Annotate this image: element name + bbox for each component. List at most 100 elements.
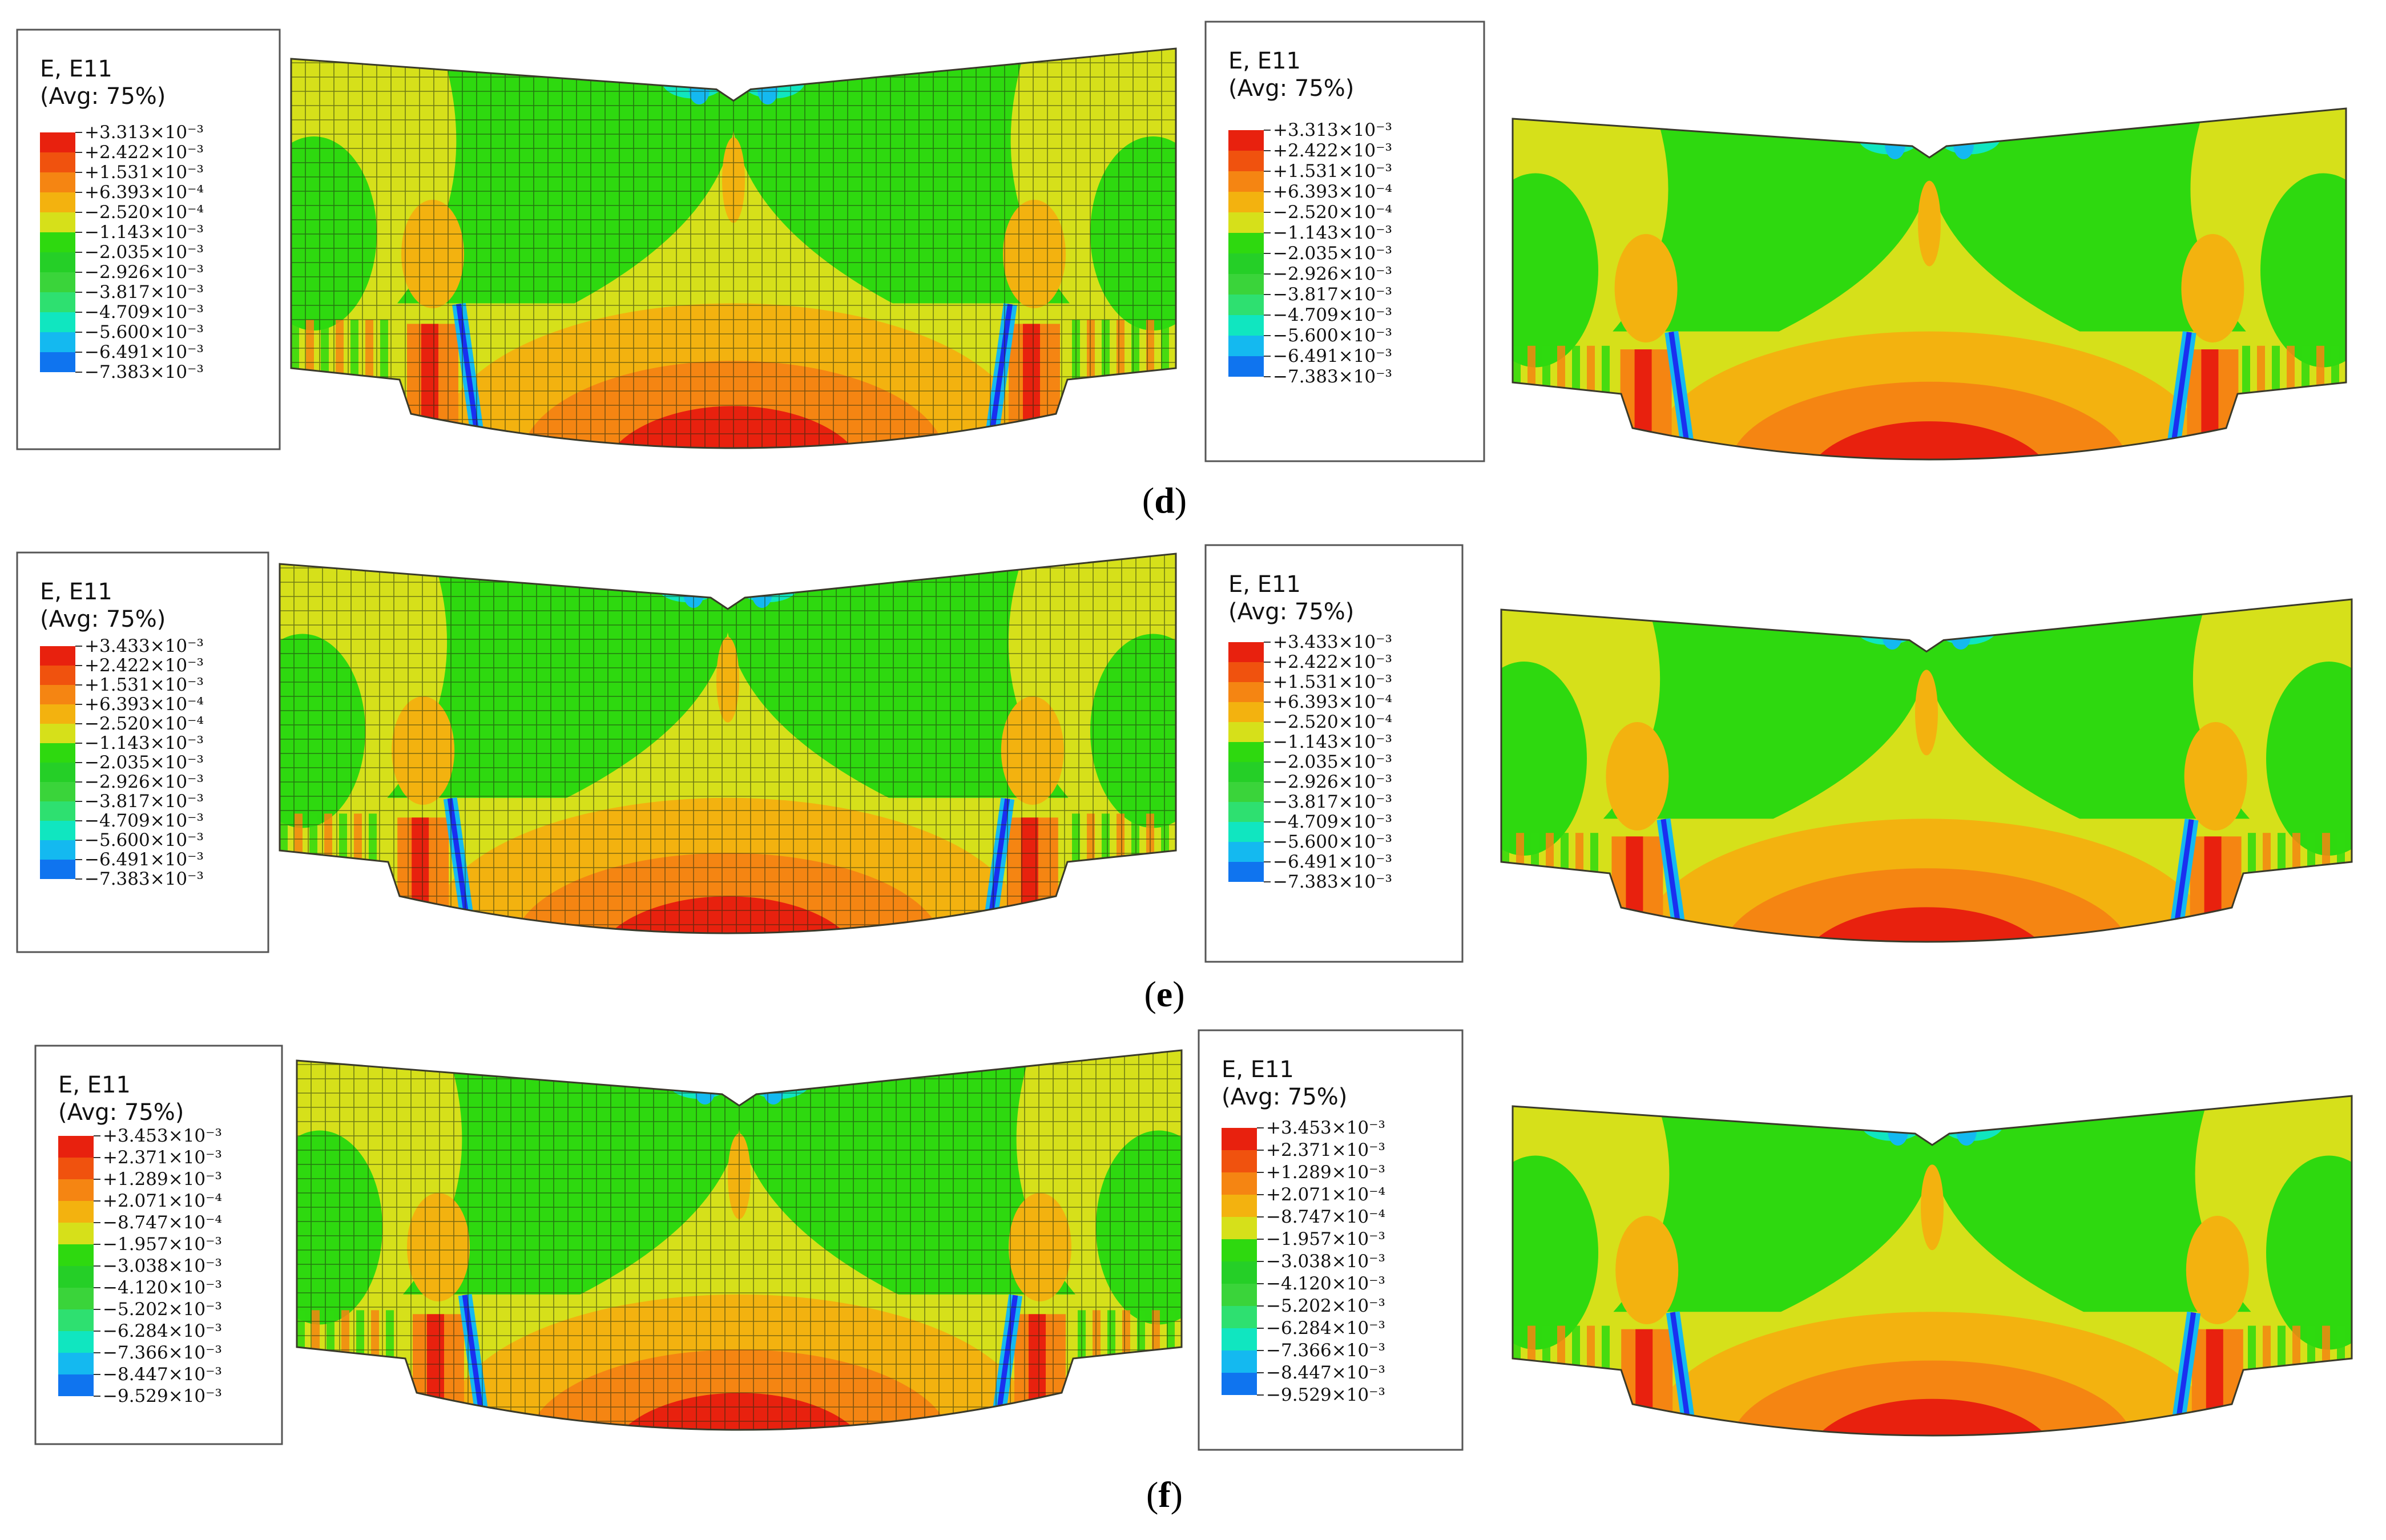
legend-swatch xyxy=(40,152,75,172)
legend-title: E, E11 xyxy=(40,579,112,605)
legend-swatch xyxy=(1228,742,1264,762)
legend-swatch xyxy=(58,1331,94,1353)
caption-letter-e: e xyxy=(1156,974,1173,1014)
legend-swatch xyxy=(58,1223,94,1244)
legend-swatch xyxy=(58,1309,94,1331)
legend-value: +6.393×10⁻⁴ xyxy=(84,694,204,715)
legend-value: −2.520×10⁻⁴ xyxy=(84,713,204,734)
mesh-grid xyxy=(297,1050,1182,1430)
beam-contour-2-0 xyxy=(297,1050,1182,1430)
legend-swatch xyxy=(1222,1328,1257,1350)
legend-value: −7.366×10⁻³ xyxy=(103,1343,222,1363)
legend-title: E, E11 xyxy=(58,1072,131,1098)
legend-value: +2.071×10⁻⁴ xyxy=(1266,1184,1385,1205)
legend-title: E, E11 xyxy=(40,56,112,82)
legend-value: +6.393×10⁻⁴ xyxy=(1273,692,1392,712)
legend-value: +3.453×10⁻³ xyxy=(1266,1118,1385,1138)
legend-swatch xyxy=(40,743,75,763)
legend-swatch xyxy=(1228,212,1264,233)
beam-outline xyxy=(290,47,1177,449)
legend-swatch xyxy=(40,132,75,152)
legend-swatch xyxy=(1228,192,1264,212)
legend-value: −2.035×10⁻³ xyxy=(1273,243,1392,264)
legend-value: −8.747×10⁻⁴ xyxy=(1266,1207,1385,1227)
legend-value: −5.600×10⁻³ xyxy=(1273,325,1392,346)
legend-swatch xyxy=(1228,233,1264,253)
legend-value: −3.038×10⁻³ xyxy=(103,1256,222,1276)
legend-value: −4.120×10⁻³ xyxy=(1266,1273,1385,1294)
legend-swatch xyxy=(1222,1239,1257,1261)
legend-swatch xyxy=(40,666,75,685)
beam-outline xyxy=(279,553,1177,934)
legend-value: −4.709×10⁻³ xyxy=(84,302,204,322)
legend-value: −1.957×10⁻³ xyxy=(1266,1229,1385,1249)
legend-swatch xyxy=(58,1201,94,1223)
beam-contour-0-0 xyxy=(291,49,1176,448)
beam-outline xyxy=(1512,1095,2353,1437)
legend-title: E, E11 xyxy=(1228,48,1301,74)
caption-letter-d: d xyxy=(1154,480,1175,521)
legend-box-0-0: E, E11(Avg: 75%) +3.313×10⁻³+2.422×10⁻³+1… xyxy=(16,29,281,450)
legend-subtitle: (Avg: 75%) xyxy=(58,1099,184,1126)
legend-subtitle: (Avg: 75%) xyxy=(1222,1084,1347,1110)
legend-value: −2.926×10⁻³ xyxy=(1273,772,1392,792)
legend-value: +3.433×10⁻³ xyxy=(84,636,204,656)
legend-value: +1.531×10⁻³ xyxy=(1273,672,1392,692)
legend-value: −1.143×10⁻³ xyxy=(1273,732,1392,752)
legend-swatch xyxy=(1222,1373,1257,1395)
legend-value: −8.447×10⁻³ xyxy=(1266,1362,1385,1383)
legend-value: −4.709×10⁻³ xyxy=(1273,305,1392,325)
legend-value: −1.143×10⁻³ xyxy=(84,222,204,243)
legend-value: +2.071×10⁻⁴ xyxy=(103,1191,222,1211)
beam-outline xyxy=(1512,107,2347,461)
caption-e: (e) xyxy=(1144,974,1185,1014)
beam-outline xyxy=(1500,598,2353,943)
legend-swatch xyxy=(1228,171,1264,192)
legend-value: −2.035×10⁻³ xyxy=(1273,752,1392,772)
legend-swatch xyxy=(40,172,75,192)
legend-box-1-1: E, E11(Avg: 75%) +3.433×10⁻³+2.422×10⁻³+1… xyxy=(1204,544,1464,963)
legend-swatch xyxy=(40,704,75,724)
legend-subtitle: (Avg: 75%) xyxy=(40,606,166,632)
legend-swatch xyxy=(1222,1306,1257,1328)
legend-swatch xyxy=(1228,130,1264,151)
legend-swatch xyxy=(1228,802,1264,822)
legend-value: +6.393×10⁻⁴ xyxy=(1273,182,1392,202)
legend-swatch xyxy=(40,840,75,860)
legend-swatch xyxy=(40,312,75,332)
caption-f: (f) xyxy=(1146,1474,1183,1515)
legend-swatch xyxy=(1228,682,1264,702)
legend-value: −6.284×10⁻³ xyxy=(103,1321,222,1341)
legend-value: +2.422×10⁻³ xyxy=(84,655,204,676)
legend-value: −7.383×10⁻³ xyxy=(84,362,204,382)
legend-swatch xyxy=(58,1244,94,1266)
legend-swatch xyxy=(1228,862,1264,882)
legend-value: −1.143×10⁻³ xyxy=(84,733,204,753)
legend-swatch xyxy=(1228,356,1264,377)
beam-contour-1-1 xyxy=(1501,599,2352,942)
legend-value: +2.422×10⁻³ xyxy=(1273,652,1392,672)
legend-swatch xyxy=(1228,822,1264,842)
legend-subtitle: (Avg: 75%) xyxy=(1228,599,1354,625)
legend-value: −4.709×10⁻³ xyxy=(1273,812,1392,832)
legend-value: +6.393×10⁻⁴ xyxy=(84,182,204,203)
legend-swatch xyxy=(40,685,75,704)
beam-outline xyxy=(296,1049,1183,1431)
legend-value: −3.817×10⁻³ xyxy=(1273,792,1392,812)
legend-value: −2.926×10⁻³ xyxy=(84,772,204,792)
legend-value: −1.957×10⁻³ xyxy=(103,1234,222,1255)
legend-box-1-0: E, E11(Avg: 75%) +3.433×10⁻³+2.422×10⁻³+1… xyxy=(16,551,269,953)
legend-swatch xyxy=(1228,782,1264,802)
legend-value: −1.143×10⁻³ xyxy=(1273,223,1392,243)
legend-swatch xyxy=(1222,1195,1257,1217)
legend-swatch xyxy=(40,724,75,743)
legend-value: −2.520×10⁻⁴ xyxy=(84,202,204,223)
legend-swatch xyxy=(1228,274,1264,295)
legend-value: −5.600×10⁻³ xyxy=(84,830,204,850)
legend-value: −8.747×10⁻⁴ xyxy=(103,1212,222,1233)
legend-value: −3.817×10⁻³ xyxy=(84,282,204,303)
legend-value: −4.709×10⁻³ xyxy=(84,811,204,831)
legend-value: +2.371×10⁻³ xyxy=(1266,1140,1385,1160)
legend-swatch xyxy=(1228,842,1264,862)
